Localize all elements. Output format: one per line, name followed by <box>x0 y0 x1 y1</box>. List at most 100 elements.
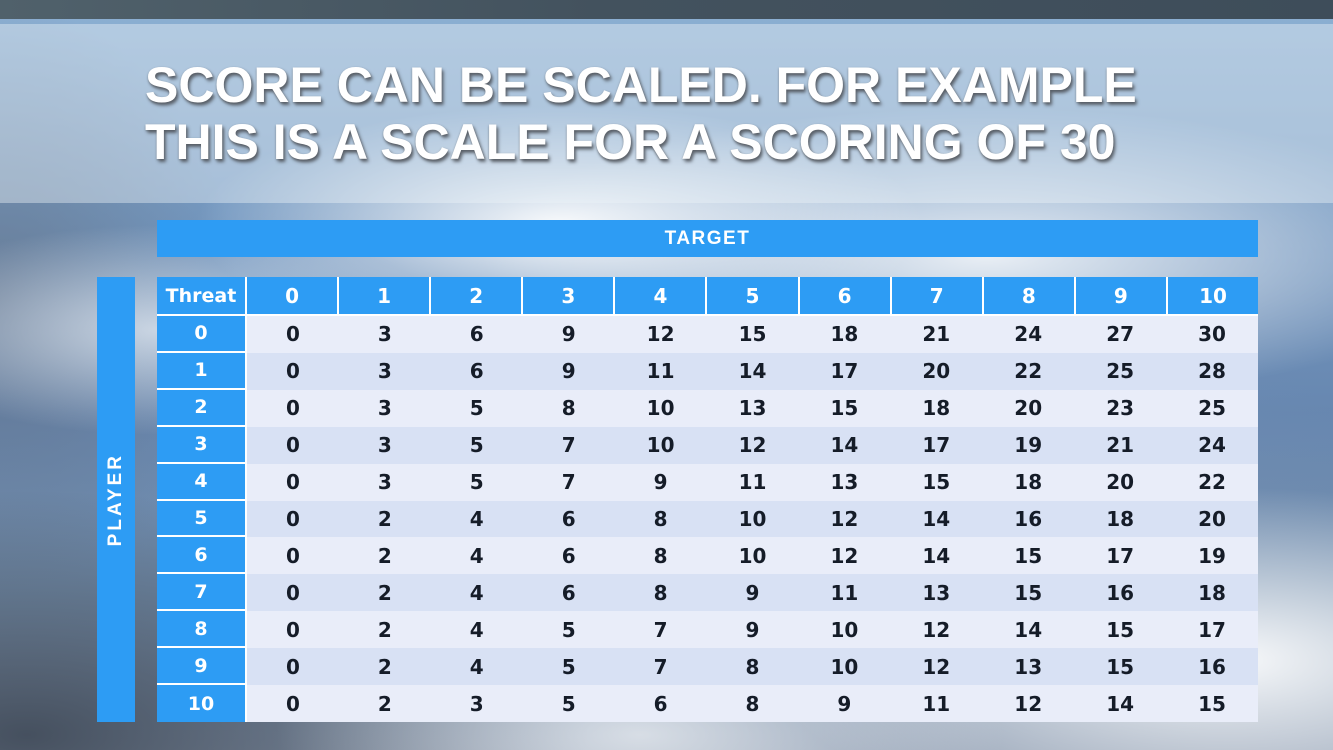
score-cell: 10 <box>706 500 799 538</box>
target-column-header: 6 <box>799 277 892 314</box>
score-cell: 20 <box>982 389 1075 427</box>
score-cell: 12 <box>798 500 891 538</box>
target-column-header: 0 <box>247 277 340 314</box>
threat-row-header: 8 <box>157 611 247 649</box>
score-cell: 21 <box>890 316 983 353</box>
score-cell: 14 <box>706 352 799 390</box>
score-cell: 11 <box>614 352 707 390</box>
score-cell: 0 <box>247 316 339 353</box>
table-row: 5 0 2 4 6 8 10 12 14 16 18 20 <box>157 500 1258 538</box>
score-cell: 12 <box>890 648 983 686</box>
score-cell: 14 <box>982 611 1075 649</box>
table-row: 8 0 2 4 5 7 9 10 12 14 15 17 <box>157 611 1258 649</box>
table-row: 4 0 3 5 7 9 11 13 15 18 20 22 <box>157 463 1258 501</box>
score-cell: 2 <box>338 648 431 686</box>
score-cell: 3 <box>338 352 431 390</box>
top-accent-bar <box>0 0 1333 19</box>
score-cell: 3 <box>338 426 431 464</box>
score-cell: 12 <box>614 316 707 353</box>
score-cell: 13 <box>982 648 1075 686</box>
score-cell: 23 <box>1074 389 1167 427</box>
score-cell: 28 <box>1166 352 1258 390</box>
score-cell: 12 <box>706 426 799 464</box>
score-cell: 7 <box>522 426 615 464</box>
table-row: 2 0 3 5 8 10 13 15 18 20 23 25 <box>157 389 1258 427</box>
score-cell: 13 <box>890 574 983 612</box>
score-cell: 9 <box>614 463 707 501</box>
score-cell: 20 <box>890 352 983 390</box>
score-cell: 6 <box>522 574 615 612</box>
threat-row-header: 5 <box>157 500 247 538</box>
score-cell: 17 <box>1166 611 1258 649</box>
score-cell: 0 <box>247 352 339 390</box>
table-row: 9 0 2 4 5 7 8 10 12 13 15 16 <box>157 648 1258 686</box>
score-cell: 0 <box>247 648 339 686</box>
score-cell: 4 <box>430 648 523 686</box>
score-cell: 9 <box>706 574 799 612</box>
slide-title: SCORE CAN BE SCALED. FOR EXAMPLE THIS IS… <box>145 57 1137 171</box>
score-cell: 27 <box>1074 316 1167 353</box>
score-cell: 4 <box>430 574 523 612</box>
table-body: 0 0 3 6 9 12 15 18 21 24 27 30 1 0 3 6 9 11 14 17 20 22 25 28 2 0… <box>157 316 1258 722</box>
score-cell: 13 <box>798 463 891 501</box>
score-cell: 2 <box>338 611 431 649</box>
score-cell: 3 <box>338 463 431 501</box>
target-column-header: 7 <box>891 277 984 314</box>
target-column-header: 8 <box>983 277 1076 314</box>
score-cell: 3 <box>430 685 523 722</box>
score-cell: 7 <box>614 611 707 649</box>
score-cell: 5 <box>522 685 615 722</box>
score-cell: 17 <box>1074 537 1167 575</box>
target-column-header: 1 <box>339 277 432 314</box>
score-cell: 19 <box>1166 537 1258 575</box>
threat-row-header: 0 <box>157 316 247 353</box>
score-cell: 18 <box>1166 574 1258 612</box>
score-cell: 7 <box>614 648 707 686</box>
score-cell: 18 <box>982 463 1075 501</box>
table-header-row: Threat 0 1 2 3 4 5 6 7 8 9 10 <box>157 277 1259 316</box>
score-cell: 0 <box>247 389 339 427</box>
threat-row-header: 3 <box>157 426 247 464</box>
score-cell: 5 <box>430 389 523 427</box>
score-cell: 11 <box>798 574 891 612</box>
score-cell: 4 <box>430 500 523 538</box>
target-column-header: 3 <box>523 277 616 314</box>
score-cell: 25 <box>1074 352 1167 390</box>
score-cell: 5 <box>522 648 615 686</box>
score-cell: 14 <box>1074 685 1167 722</box>
slide-title-line2: THIS IS A SCALE FOR A SCORING OF 30 <box>145 113 1116 170</box>
score-cell: 25 <box>1166 389 1258 427</box>
score-cell: 21 <box>1074 426 1167 464</box>
slide-title-line1: SCORE CAN BE SCALED. FOR EXAMPLE <box>145 56 1137 113</box>
table-row: 10 0 2 3 5 6 8 9 11 12 14 15 <box>157 685 1258 722</box>
score-cell: 24 <box>1166 426 1258 464</box>
score-cell: 16 <box>1074 574 1167 612</box>
score-cell: 22 <box>982 352 1075 390</box>
score-cell: 0 <box>247 500 339 538</box>
score-cell: 20 <box>1166 500 1258 538</box>
threat-row-header: 9 <box>157 648 247 686</box>
score-cell: 15 <box>1074 611 1167 649</box>
score-table: Threat 0 1 2 3 4 5 6 7 8 9 10 0 0 3 6 9 12 15 18 21 24 27 30 1… <box>157 277 1259 722</box>
table-row: 6 0 2 4 6 8 10 12 14 15 17 19 <box>157 537 1258 575</box>
score-cell: 6 <box>614 685 707 722</box>
score-cell: 16 <box>1166 648 1258 686</box>
score-cell: 17 <box>890 426 983 464</box>
score-cell: 15 <box>890 463 983 501</box>
threat-row-header: 7 <box>157 574 247 612</box>
score-cell: 12 <box>982 685 1075 722</box>
score-cell: 10 <box>614 426 707 464</box>
score-cell: 10 <box>706 537 799 575</box>
score-cell: 2 <box>338 537 431 575</box>
target-column-header: 4 <box>615 277 708 314</box>
score-cell: 11 <box>890 685 983 722</box>
threat-corner-cell: Threat <box>157 277 247 314</box>
table-row: 3 0 3 5 7 10 12 14 17 19 21 24 <box>157 426 1258 464</box>
threat-row-header: 6 <box>157 537 247 575</box>
score-cell: 13 <box>706 389 799 427</box>
score-cell: 15 <box>1074 648 1167 686</box>
score-cell: 15 <box>982 574 1075 612</box>
player-axis-label: PLAYER <box>105 452 126 547</box>
score-cell: 8 <box>706 648 799 686</box>
